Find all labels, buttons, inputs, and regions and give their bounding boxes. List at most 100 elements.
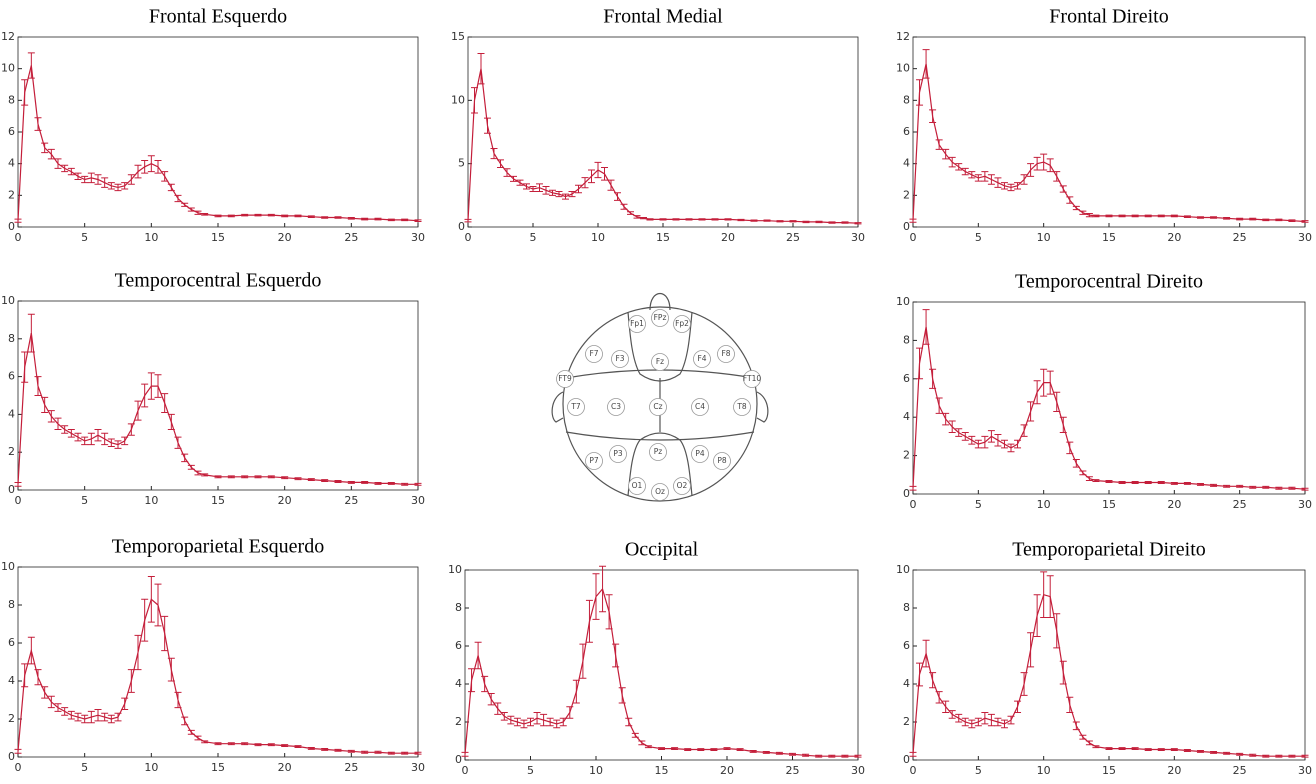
error-bar xyxy=(41,396,49,414)
y-tick-label: 15 xyxy=(451,30,465,43)
error-bar xyxy=(542,185,550,195)
error-bar xyxy=(1079,210,1087,215)
error-bar xyxy=(618,687,626,704)
error-bar xyxy=(1144,481,1152,484)
error-bar xyxy=(909,218,917,223)
error-bar xyxy=(1053,391,1061,412)
chart-title: Frontal Esquerdo xyxy=(149,6,287,28)
error-bar xyxy=(1288,754,1296,758)
error-bar xyxy=(555,191,563,198)
error-bar xyxy=(67,429,75,438)
error-bar xyxy=(161,393,169,414)
error-bar xyxy=(181,202,189,207)
error-bar xyxy=(698,218,706,221)
y-tick-label: 0 xyxy=(903,753,910,766)
error-bar xyxy=(536,183,543,193)
electrode xyxy=(743,370,761,388)
error-bar xyxy=(34,669,42,686)
error-bar xyxy=(147,576,155,623)
error-bar xyxy=(201,213,209,216)
error-bar xyxy=(254,475,262,479)
error-bar xyxy=(981,171,989,182)
x-tick-label: 10 xyxy=(1037,764,1051,777)
chart-panel: Occipital 0 5 10 15 20 25 30 0 2 4 6 8 10 xyxy=(448,539,865,777)
error-bar xyxy=(494,702,502,715)
error-bar xyxy=(167,657,175,682)
error-bar xyxy=(34,117,42,131)
error-bar xyxy=(841,754,849,758)
error-bar xyxy=(187,464,195,470)
error-bar xyxy=(101,432,109,446)
error-bar xyxy=(81,436,89,446)
error-bar xyxy=(107,438,115,448)
error-bar xyxy=(1059,660,1067,685)
error-bar xyxy=(1157,214,1165,218)
error-bar xyxy=(659,218,667,221)
x-tick-label: 20 xyxy=(720,764,734,777)
error-bar xyxy=(948,420,956,434)
error-bar xyxy=(1007,183,1015,192)
error-bar xyxy=(154,160,162,174)
error-bar xyxy=(776,220,784,223)
y-tick-label: 10 xyxy=(896,563,910,576)
error-bar xyxy=(1105,747,1113,751)
error-bar xyxy=(254,743,262,747)
error-bar xyxy=(1033,380,1041,405)
error-bar xyxy=(401,751,409,755)
error-bar xyxy=(74,172,82,180)
error-bar xyxy=(214,475,222,479)
x-tick-label: 30 xyxy=(411,231,425,244)
error-bar xyxy=(1085,476,1093,482)
error-bar xyxy=(134,634,142,671)
error-bar xyxy=(802,753,810,757)
error-bar xyxy=(361,217,369,221)
x-tick-label: 25 xyxy=(786,764,800,777)
error-bar xyxy=(612,643,620,668)
error-bar xyxy=(1249,217,1257,221)
error-bar xyxy=(1072,205,1080,211)
y-tick-label: 6 xyxy=(903,125,910,138)
electrode-label: F3 xyxy=(615,354,624,363)
chart-panel: Frontal Direito 0 5 10 15 20 25 30 0 2 4 6 8 10 12 xyxy=(896,6,1312,244)
x-tick-label: 30 xyxy=(1298,231,1312,244)
plot-frame xyxy=(467,36,859,228)
error-bar xyxy=(174,691,182,709)
error-bar xyxy=(1033,594,1041,637)
error-bar xyxy=(724,218,732,221)
left-ear xyxy=(551,391,564,423)
error-bar xyxy=(154,583,162,627)
error-bar xyxy=(27,636,35,665)
error-bar xyxy=(533,712,541,725)
error-bar xyxy=(948,710,956,719)
x-tick-label: 0 xyxy=(15,494,22,507)
x-tick-label: 0 xyxy=(465,231,472,244)
error-bar xyxy=(916,79,924,106)
electrode-label: T8 xyxy=(736,402,747,411)
electrode-label: Fz xyxy=(656,357,664,366)
x-tick-label: 10 xyxy=(1037,498,1051,511)
error-bar xyxy=(854,222,862,225)
x-tick-label: 15 xyxy=(1102,764,1116,777)
error-bar xyxy=(67,167,75,176)
y-tick-label: 4 xyxy=(903,410,910,423)
error-bar xyxy=(1040,153,1048,171)
error-bar xyxy=(1027,632,1035,668)
error-bar xyxy=(500,712,508,721)
error-bar xyxy=(568,191,576,198)
error-bar xyxy=(267,743,275,747)
error-bar xyxy=(1027,163,1035,177)
error-bar xyxy=(194,470,202,476)
electrode-label: P4 xyxy=(695,449,705,458)
error-bar xyxy=(67,710,75,720)
error-bar xyxy=(1144,214,1152,218)
error-bar xyxy=(114,183,122,192)
error-bar xyxy=(201,473,209,477)
x-tick-label: 5 xyxy=(975,231,982,244)
error-bar xyxy=(974,174,982,182)
y-tick-label: 10 xyxy=(896,295,910,308)
x-tick-label: 20 xyxy=(278,761,292,774)
error-bar xyxy=(47,410,55,423)
error-bar xyxy=(474,641,482,670)
y-tick-label: 10 xyxy=(1,62,15,75)
error-bar xyxy=(1236,217,1244,221)
